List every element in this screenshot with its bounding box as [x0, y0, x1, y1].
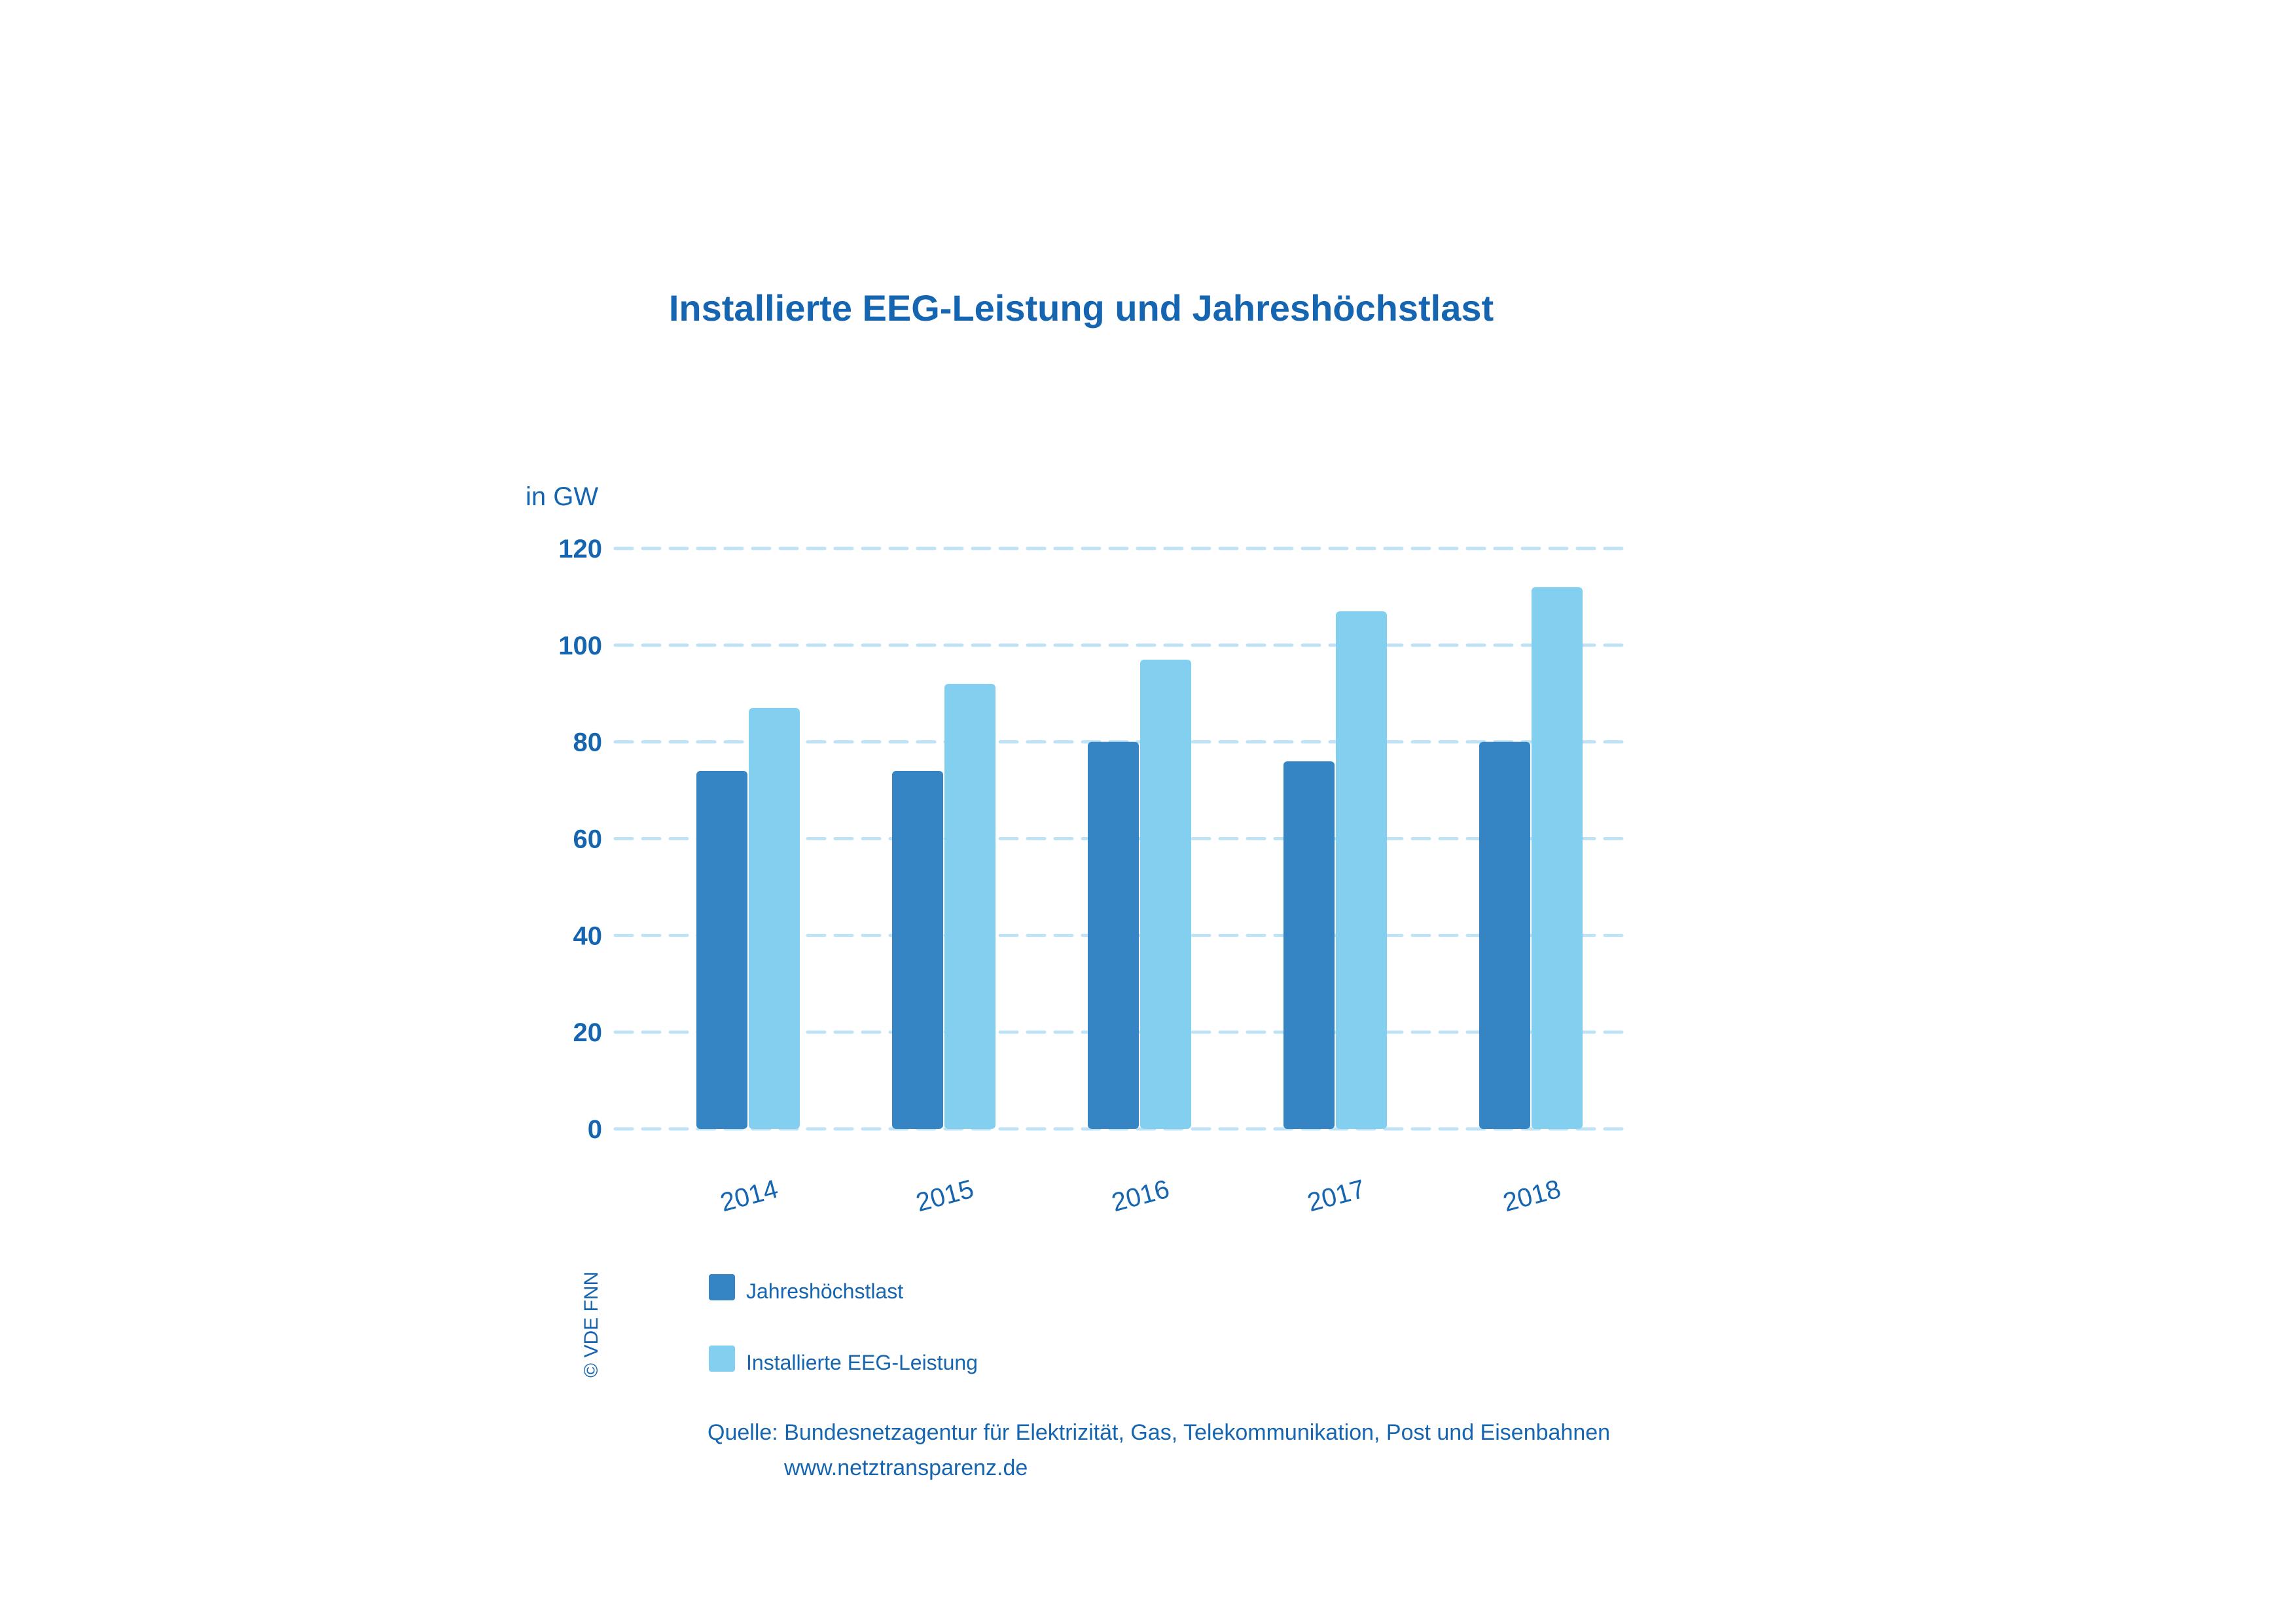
bar-eeg-leistung-2014 [749, 707, 800, 1129]
bar-jahreshoechstlast-2015 [892, 771, 943, 1129]
x-tick-label-2018: 2018 [1500, 1175, 1564, 1218]
x-tick-label-2017: 2017 [1304, 1175, 1368, 1218]
x-tick-label-2015: 2015 [913, 1175, 977, 1218]
x-axis-ticks: 2014 2015 2016 2017 2018 [717, 1175, 1564, 1218]
bar-eeg-leistung-2015 [944, 683, 996, 1129]
chart-title: Installierte EEG-Leistung und Jahreshöch… [669, 287, 1494, 329]
bar-eeg-leistung-2018 [1532, 587, 1583, 1129]
y-tick-label-80: 80 [573, 728, 603, 757]
bar-eeg-leistung-2016 [1140, 660, 1191, 1129]
bars [696, 587, 1583, 1129]
copyright-notice: © VDE FNN [581, 1272, 602, 1378]
bar-eeg-leistung-2017 [1336, 611, 1387, 1129]
legend-label-jahreshoechstlast: Jahreshöchstlast [746, 1279, 903, 1303]
y-tick-label-20: 20 [573, 1018, 603, 1047]
legend-label-installierte-eeg-leistung: Installierte EEG-Leistung [746, 1351, 978, 1374]
y-axis-label: in GW [526, 482, 598, 511]
y-tick-label-100: 100 [558, 632, 602, 660]
x-tick-label-2014: 2014 [717, 1175, 781, 1218]
legend-swatch-jahreshoechstlast [709, 1274, 735, 1300]
y-axis-ticks: 0 20 40 60 80 100 120 [558, 535, 602, 1144]
legend-swatch-installierte-eeg-leistung [709, 1346, 735, 1372]
source-line: Quelle: Bundesnetzagentur für Elektrizit… [708, 1420, 1610, 1445]
y-tick-label-0: 0 [588, 1115, 602, 1144]
y-tick-label-60: 60 [573, 825, 603, 854]
y-tick-label-40: 40 [573, 921, 603, 950]
y-tick-label-120: 120 [558, 535, 602, 563]
bar-jahreshoechstlast-2018 [1479, 741, 1530, 1129]
x-tick-label-2016: 2016 [1109, 1175, 1172, 1218]
bar-jahreshoechstlast-2016 [1088, 741, 1139, 1129]
bar-jahreshoechstlast-2014 [696, 771, 747, 1129]
source-url: www.netztransparenz.de [783, 1455, 1028, 1480]
bar-jahreshoechstlast-2017 [1283, 761, 1335, 1129]
legend: Jahreshöchstlast Installierte EEG-Leistu… [709, 1274, 978, 1374]
